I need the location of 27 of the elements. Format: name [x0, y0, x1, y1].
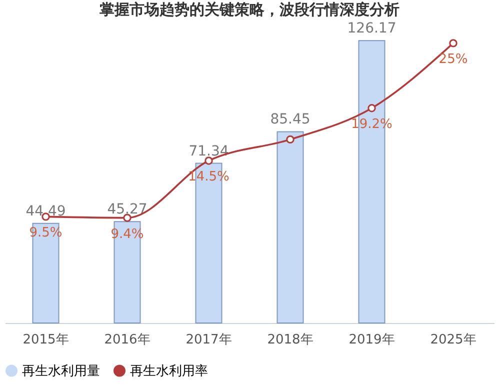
data-label: 19.2% [351, 117, 392, 132]
data-label: 45.27 [107, 202, 148, 218]
x-tick-label: 2017年 [186, 332, 232, 348]
x-tick-label: 2025年 [430, 332, 476, 348]
data-label: 44.49 [26, 203, 66, 220]
data-label: 14.5% [188, 170, 230, 185]
x-tick-label: 2019年 [348, 332, 395, 348]
bar [32, 222, 60, 324]
x-tick-label: 2016年 [104, 332, 150, 348]
point [449, 39, 458, 48]
point [368, 104, 376, 112]
data-label: 9.5% [29, 226, 62, 241]
x-tick-label: 2015年 [22, 332, 69, 348]
bar [114, 221, 141, 324]
data-label: 25% [438, 52, 468, 68]
data-label: 71.34 [188, 143, 229, 160]
data-label: 85.45 [270, 112, 310, 128]
data-label: 126.17 [347, 20, 396, 37]
point [204, 156, 213, 165]
legend-label: 再生水利用率 [130, 362, 208, 379]
chart-title: 掌握市场趋势的关键策略，波段行情深度分析 [100, 0, 400, 19]
x-tick-label: 2018年 [267, 332, 314, 348]
data-label: 9.4% [110, 226, 144, 242]
legend-label: 再生水利用量 [22, 364, 100, 379]
point [123, 214, 132, 222]
point [286, 135, 294, 144]
bar [276, 131, 304, 324]
